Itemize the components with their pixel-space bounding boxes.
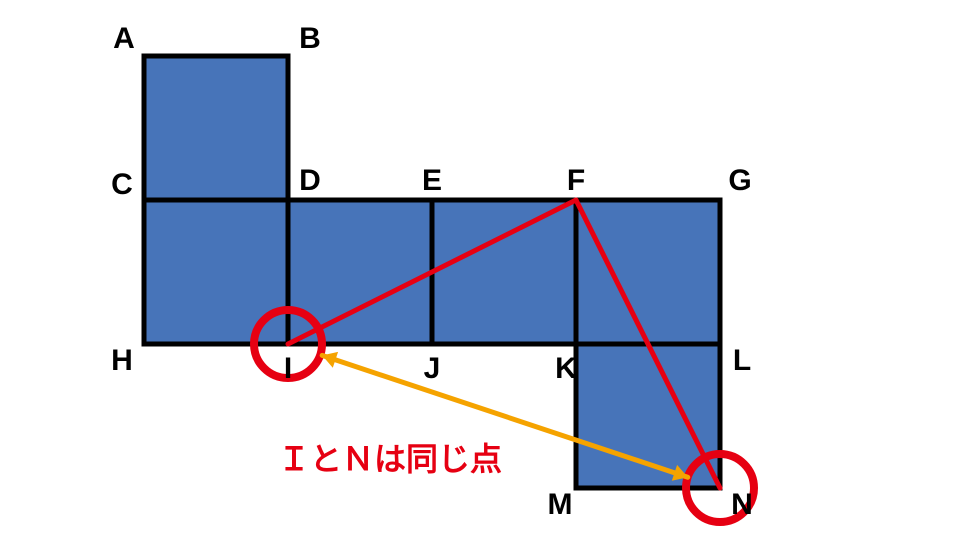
vertex-label-D: D [299,164,321,197]
vertex-label-E: E [422,164,442,197]
vertex-label-A: A [113,22,135,55]
vertex-label-F: F [567,164,585,197]
annotation-text: ＩとＮは同じ点 [278,441,502,477]
vertex-label-H: H [111,344,133,377]
vertex-label-L: L [733,344,751,377]
vertex-label-K: K [555,352,577,385]
vertex-label-G: G [728,164,751,197]
vertex-label-M: M [548,488,573,521]
vertex-label-I: I [284,352,292,385]
vertex-label-B: B [299,22,321,55]
diagram-canvas: A B C D E F G H I J K L M N ＩとＮは同じ点 [0,0,960,540]
cell [576,200,720,344]
vertex-label-N: N [731,488,753,521]
cell [432,200,576,344]
vertex-label-C: C [111,168,133,201]
vertex-label-J: J [424,352,441,385]
cell [144,56,288,200]
